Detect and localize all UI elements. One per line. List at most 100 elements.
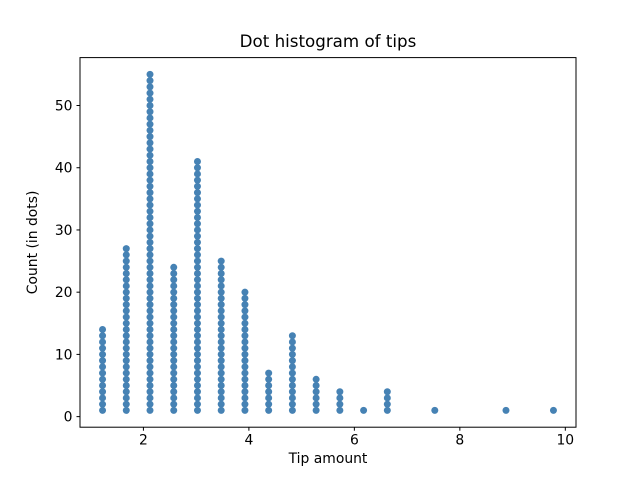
dot xyxy=(146,95,154,103)
y-tick-label: 50 xyxy=(55,99,73,115)
chart-title: Dot histogram of tips xyxy=(240,31,417,51)
dot-column xyxy=(383,388,391,414)
dot xyxy=(122,263,130,271)
dot xyxy=(122,301,130,309)
dot xyxy=(146,207,154,215)
dot xyxy=(193,326,201,334)
dot xyxy=(146,220,154,228)
dot xyxy=(502,406,510,414)
dot xyxy=(122,288,130,296)
dot xyxy=(193,158,201,166)
dot xyxy=(241,313,249,321)
dot xyxy=(146,226,154,234)
dot xyxy=(193,301,201,309)
dot xyxy=(170,326,178,334)
dot xyxy=(122,357,130,365)
dot xyxy=(217,288,225,296)
dot xyxy=(360,406,368,414)
dot-column xyxy=(193,158,201,414)
y-tick-label: 40 xyxy=(55,161,73,177)
dot xyxy=(99,350,107,358)
dot xyxy=(217,400,225,408)
dot xyxy=(217,332,225,340)
dot xyxy=(99,369,107,377)
dot xyxy=(312,400,320,408)
dot xyxy=(146,394,154,402)
dot xyxy=(146,114,154,122)
dot xyxy=(170,350,178,358)
dot xyxy=(241,375,249,383)
dot-column xyxy=(288,332,296,414)
dot xyxy=(193,282,201,290)
dot xyxy=(146,245,154,253)
dot xyxy=(170,270,178,278)
dot xyxy=(146,344,154,352)
dot xyxy=(265,369,273,377)
dot xyxy=(122,245,130,253)
dot xyxy=(170,313,178,321)
dot xyxy=(241,357,249,365)
dot xyxy=(122,326,130,334)
dot xyxy=(193,207,201,215)
x-tick-label: 6 xyxy=(350,433,359,449)
dot xyxy=(146,326,154,334)
dot-column xyxy=(217,257,225,414)
dot xyxy=(193,238,201,246)
dot xyxy=(122,294,130,302)
dot xyxy=(170,307,178,315)
dot xyxy=(193,164,201,172)
dot xyxy=(193,226,201,234)
dot xyxy=(217,375,225,383)
dot xyxy=(217,369,225,377)
dot xyxy=(99,326,107,334)
dot xyxy=(122,344,130,352)
dot xyxy=(193,182,201,190)
dot xyxy=(217,270,225,278)
dot-column xyxy=(431,406,439,414)
dot xyxy=(193,232,201,240)
dot xyxy=(241,326,249,334)
x-tick-label: 2 xyxy=(139,433,148,449)
dot xyxy=(170,344,178,352)
y-axis-label: Count (in dots) xyxy=(25,191,41,295)
dot xyxy=(193,201,201,209)
dot xyxy=(265,382,273,390)
dot xyxy=(193,332,201,340)
dot xyxy=(122,382,130,390)
dot xyxy=(193,189,201,197)
dot xyxy=(549,406,557,414)
dot xyxy=(241,319,249,327)
dot xyxy=(146,214,154,222)
dot xyxy=(170,263,178,271)
dot xyxy=(193,319,201,327)
dot xyxy=(265,375,273,383)
dot xyxy=(193,338,201,346)
dot xyxy=(170,338,178,346)
dot xyxy=(122,257,130,265)
dot xyxy=(170,369,178,377)
dot xyxy=(146,120,154,128)
dot xyxy=(336,394,344,402)
dot xyxy=(431,406,439,414)
dot xyxy=(241,301,249,309)
dot xyxy=(217,350,225,358)
dot xyxy=(122,400,130,408)
dot xyxy=(146,176,154,184)
dot-column xyxy=(549,406,557,414)
dot xyxy=(193,400,201,408)
dot xyxy=(170,282,178,290)
dot-column xyxy=(170,263,178,414)
dot xyxy=(288,363,296,371)
dot xyxy=(146,338,154,346)
dot xyxy=(193,294,201,302)
dot xyxy=(122,369,130,377)
dot xyxy=(146,70,154,78)
dot xyxy=(122,363,130,371)
dot-column xyxy=(99,326,107,414)
dot xyxy=(193,270,201,278)
dot xyxy=(217,307,225,315)
dot xyxy=(99,357,107,365)
dot xyxy=(146,319,154,327)
dot xyxy=(170,276,178,284)
dot xyxy=(122,282,130,290)
